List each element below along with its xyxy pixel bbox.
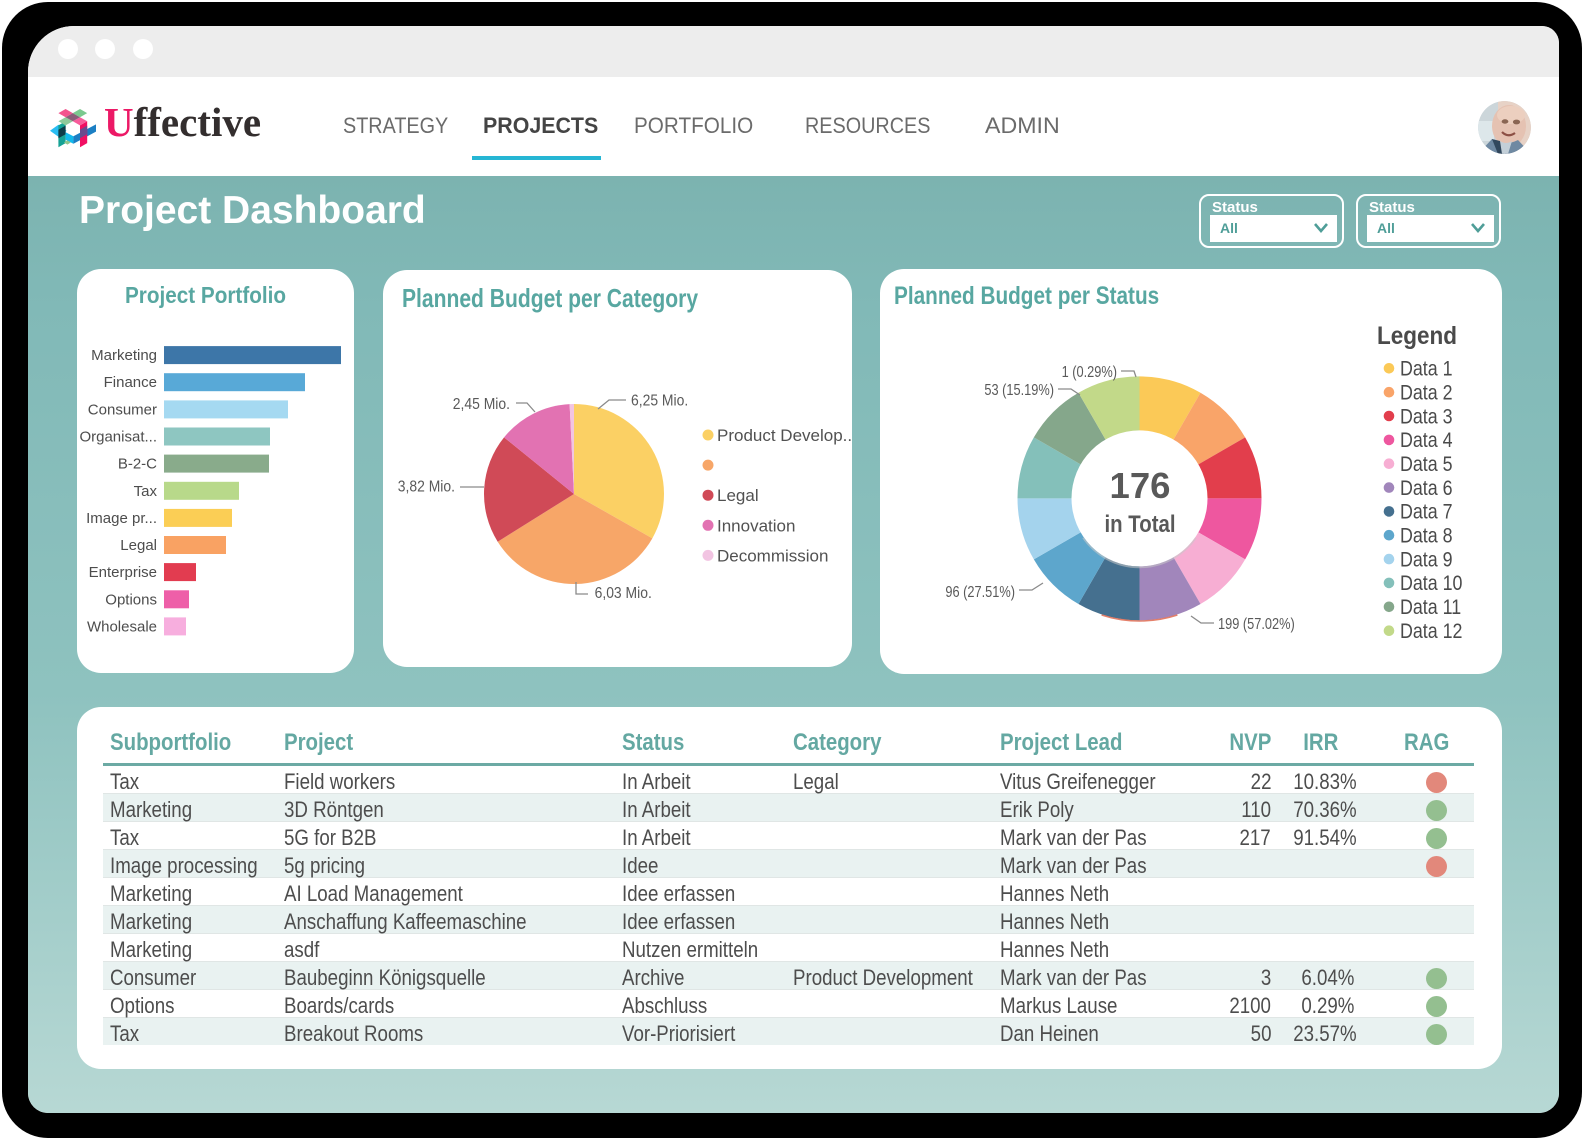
- svg-text:3,82 Mio.: 3,82 Mio.: [398, 478, 455, 496]
- svg-text:Data 6: Data 6: [1400, 477, 1453, 501]
- svg-text:6,03 Mio.: 6,03 Mio.: [595, 584, 652, 602]
- svg-text:Organisat...: Organisat...: [79, 429, 157, 446]
- svg-text:Innovation: Innovation: [717, 516, 795, 535]
- svg-text:in Total: in Total: [1105, 510, 1176, 537]
- svg-text:Data 10: Data 10: [1400, 572, 1463, 596]
- svg-text:2,45 Mio.: 2,45 Mio.: [453, 395, 510, 413]
- svg-text:53 (15.19%): 53 (15.19%): [984, 382, 1054, 400]
- svg-text:Data 3: Data 3: [1400, 405, 1453, 429]
- svg-text:Data 9: Data 9: [1400, 548, 1453, 572]
- svg-text:Legal: Legal: [120, 537, 157, 554]
- svg-text:Data 11: Data 11: [1400, 596, 1461, 620]
- svg-text:Tax: Tax: [134, 483, 158, 500]
- svg-text:Finance: Finance: [104, 374, 157, 391]
- svg-text:Decommission: Decommission: [717, 546, 828, 565]
- svg-text:Consumer: Consumer: [88, 401, 157, 418]
- svg-text:6,25 Mio.: 6,25 Mio.: [631, 392, 688, 410]
- svg-text:Data 12: Data 12: [1400, 620, 1462, 644]
- svg-text:Marketing: Marketing: [91, 347, 157, 364]
- svg-text:199 (57.02%): 199 (57.02%): [1218, 616, 1295, 634]
- svg-text:Data 5: Data 5: [1400, 453, 1453, 477]
- svg-text:1 (0.29%): 1 (0.29%): [1062, 364, 1117, 382]
- svg-text:Legal: Legal: [717, 486, 759, 505]
- svg-text:Data 1: Data 1: [1400, 357, 1453, 381]
- svg-text:Enterprise: Enterprise: [89, 564, 157, 581]
- svg-text:96 (27.51%): 96 (27.51%): [945, 584, 1015, 602]
- svg-text:Options: Options: [105, 591, 157, 608]
- svg-text:Image pr...: Image pr...: [86, 510, 157, 527]
- svg-text:Data 7: Data 7: [1400, 500, 1453, 524]
- svg-text:B-2-C: B-2-C: [118, 456, 157, 473]
- svg-text:Data 2: Data 2: [1400, 381, 1453, 405]
- svg-text:Product Develop...: Product Develop...: [717, 426, 852, 445]
- svg-text:176: 176: [1110, 465, 1171, 506]
- svg-text:Legend: Legend: [1377, 322, 1457, 350]
- svg-text:Data 4: Data 4: [1400, 429, 1453, 453]
- svg-text:Wholesale: Wholesale: [87, 618, 157, 635]
- svg-text:Data 8: Data 8: [1400, 524, 1453, 548]
